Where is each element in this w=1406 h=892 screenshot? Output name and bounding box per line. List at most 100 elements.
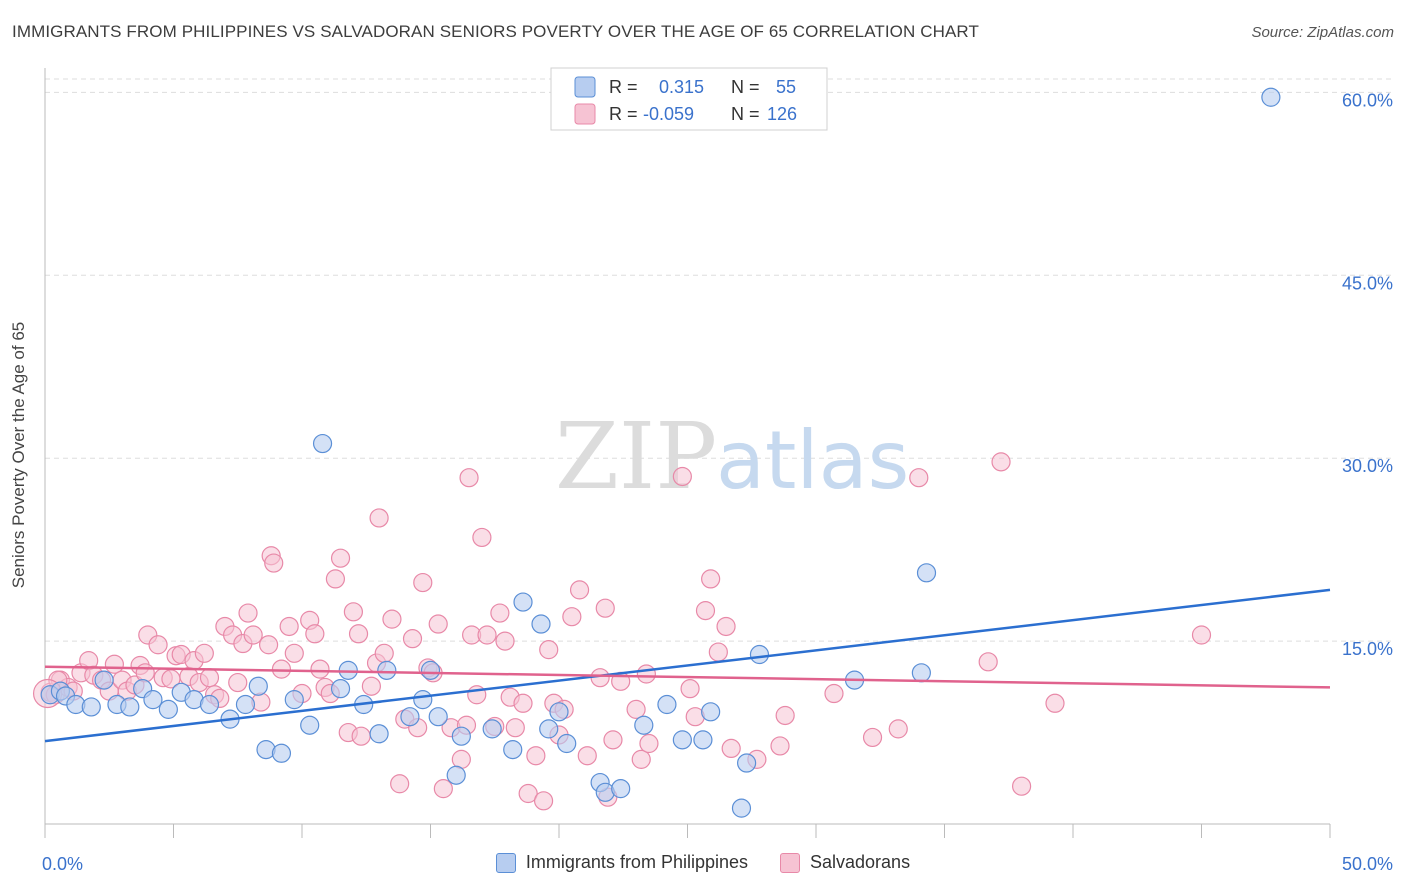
legend-n-value-1: 55 [776, 77, 796, 97]
salvadorans-point [770, 736, 790, 756]
legend-swatch-pink [574, 103, 596, 125]
y-tick-label: 60.0% [1342, 90, 1393, 110]
philippines-point [916, 563, 937, 583]
salvadorans-point [305, 624, 325, 644]
philippines-point [300, 715, 320, 735]
legend-item-salvadorans[interactable]: Salvadorans [780, 852, 910, 873]
salvadorans-point [626, 699, 646, 719]
watermark: ZIP atlas [555, 403, 909, 510]
philippines-point [1261, 87, 1281, 107]
salvadorans-point [526, 746, 546, 766]
philippines-point [701, 702, 721, 722]
y-tick-label: 15.0% [1342, 639, 1393, 659]
salvadorans-point [603, 730, 623, 750]
philippines-point [81, 697, 101, 717]
salvadorans-point [361, 676, 381, 696]
salvadorans-point [539, 640, 559, 660]
salvadorans-point [413, 572, 433, 593]
salvadorans-point [708, 642, 728, 662]
salvadorans-point [238, 603, 258, 623]
salvadorans-point [639, 733, 659, 754]
salvadorans-point [451, 749, 471, 769]
salvadorans-point [284, 643, 304, 663]
salvadorans-point [721, 738, 741, 759]
salvadorans-point [135, 663, 155, 683]
trend-lines [44, 588, 1331, 743]
salvadorans-point [279, 616, 299, 637]
salvadorans-point [824, 683, 844, 704]
watermark-atlas: atlas [716, 414, 909, 507]
legend-r-value-1: 0.315 [659, 77, 704, 97]
salvadorans-point [533, 791, 554, 811]
salvadorans-point [978, 652, 998, 672]
legend-swatch-salvadorans [780, 852, 800, 873]
philippines-point [377, 660, 397, 680]
salvadorans-point [1011, 776, 1032, 796]
salvadorans-point [1045, 693, 1065, 713]
salvadorans-point [577, 746, 597, 766]
philippines-point [369, 724, 389, 744]
philippines-point [451, 726, 471, 746]
y-tick-label: 30.0% [1342, 456, 1393, 476]
philippines-point [235, 694, 256, 715]
philippines-point [549, 702, 569, 722]
salvadorans-point [330, 548, 351, 568]
salvadorans-point [258, 635, 279, 655]
legend-top: R = 0.315 N = 55 R = -0.059 N = 126 [550, 67, 828, 131]
salvadorans-point [569, 580, 590, 600]
salvadorans-point [716, 616, 736, 637]
philippines-trend-line [44, 588, 1331, 743]
salvadorans-point [701, 569, 721, 589]
salvadorans-point [428, 614, 448, 634]
philippines-point [531, 614, 551, 634]
philippines-point [413, 690, 433, 710]
salvadorans-point [382, 609, 402, 629]
salvadorans-point [472, 527, 492, 548]
legend-r-value-2: -0.059 [643, 104, 694, 124]
philippines-point [330, 679, 351, 699]
philippines-point [482, 719, 502, 739]
x-tick-label: 0.0% [42, 854, 83, 874]
philippines-point [503, 740, 523, 760]
salvadorans-point [490, 603, 510, 623]
philippines-point [120, 697, 140, 717]
legend-item-philippines[interactable]: Immigrants from Philippines [495, 852, 748, 873]
salvadorans-point [862, 727, 883, 748]
philippines-point [539, 719, 559, 739]
salvadorans-point [672, 466, 692, 487]
salvadorans-point [325, 569, 346, 589]
philippines-point [749, 644, 770, 665]
salvadorans-point [631, 749, 651, 769]
legend-swatch-blue [574, 76, 596, 98]
salvadorans-point [477, 625, 497, 645]
watermark-zip: ZIP [555, 403, 717, 510]
salvadorans-point [459, 468, 479, 488]
philippines-point [284, 690, 304, 710]
legend-top-box [550, 67, 828, 131]
salvadorans-point [402, 629, 423, 649]
philippines-point [420, 660, 441, 680]
salvadorans-point [271, 659, 292, 679]
y-tick-label: 45.0% [1342, 273, 1393, 293]
salvadorans-point [636, 664, 656, 684]
philippines-point [400, 707, 420, 727]
legend-label-philippines: Immigrants from Philippines [525, 852, 748, 872]
legend-n-label-2: N = [731, 104, 760, 124]
salvadorans-point [310, 659, 330, 679]
salvadorans-point [595, 598, 615, 618]
salvadorans-point [348, 624, 369, 644]
philippines-point [693, 730, 713, 750]
salvadorans-point [369, 508, 389, 528]
salvadorans-trend-line [44, 665, 1331, 689]
philippines-point [737, 753, 757, 773]
philippines-point [94, 670, 114, 690]
x-tick-label: 50.0% [1342, 854, 1393, 874]
source-label: Source: ZipAtlas.com [1251, 24, 1394, 41]
chart-title: IMMIGRANTS FROM PHILIPPINES VS SALVADORA… [12, 22, 979, 41]
legend-r-label-2: R = [609, 104, 638, 124]
philippines-point [611, 779, 631, 799]
philippines-point [446, 765, 466, 785]
philippines-point [248, 676, 268, 696]
legend-label-salvadorans: Salvadorans [810, 852, 911, 872]
salvadorans-point [433, 779, 453, 799]
